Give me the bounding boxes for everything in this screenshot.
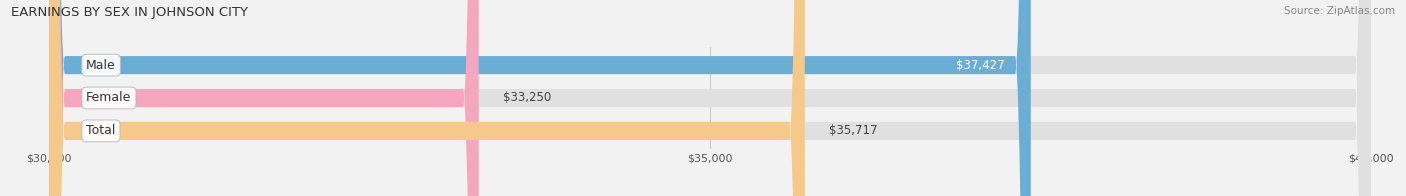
Text: EARNINGS BY SEX IN JOHNSON CITY: EARNINGS BY SEX IN JOHNSON CITY [11,6,249,19]
Text: Total: Total [86,124,115,137]
Text: Source: ZipAtlas.com: Source: ZipAtlas.com [1284,6,1395,16]
FancyBboxPatch shape [49,0,479,196]
Text: $35,717: $35,717 [828,124,877,137]
FancyBboxPatch shape [49,0,1371,196]
FancyBboxPatch shape [49,0,1371,196]
Text: Male: Male [86,59,115,72]
Text: Female: Female [86,92,132,104]
Text: $37,427: $37,427 [956,59,1004,72]
FancyBboxPatch shape [49,0,1031,196]
FancyBboxPatch shape [49,0,1371,196]
Text: $33,250: $33,250 [502,92,551,104]
FancyBboxPatch shape [49,0,804,196]
